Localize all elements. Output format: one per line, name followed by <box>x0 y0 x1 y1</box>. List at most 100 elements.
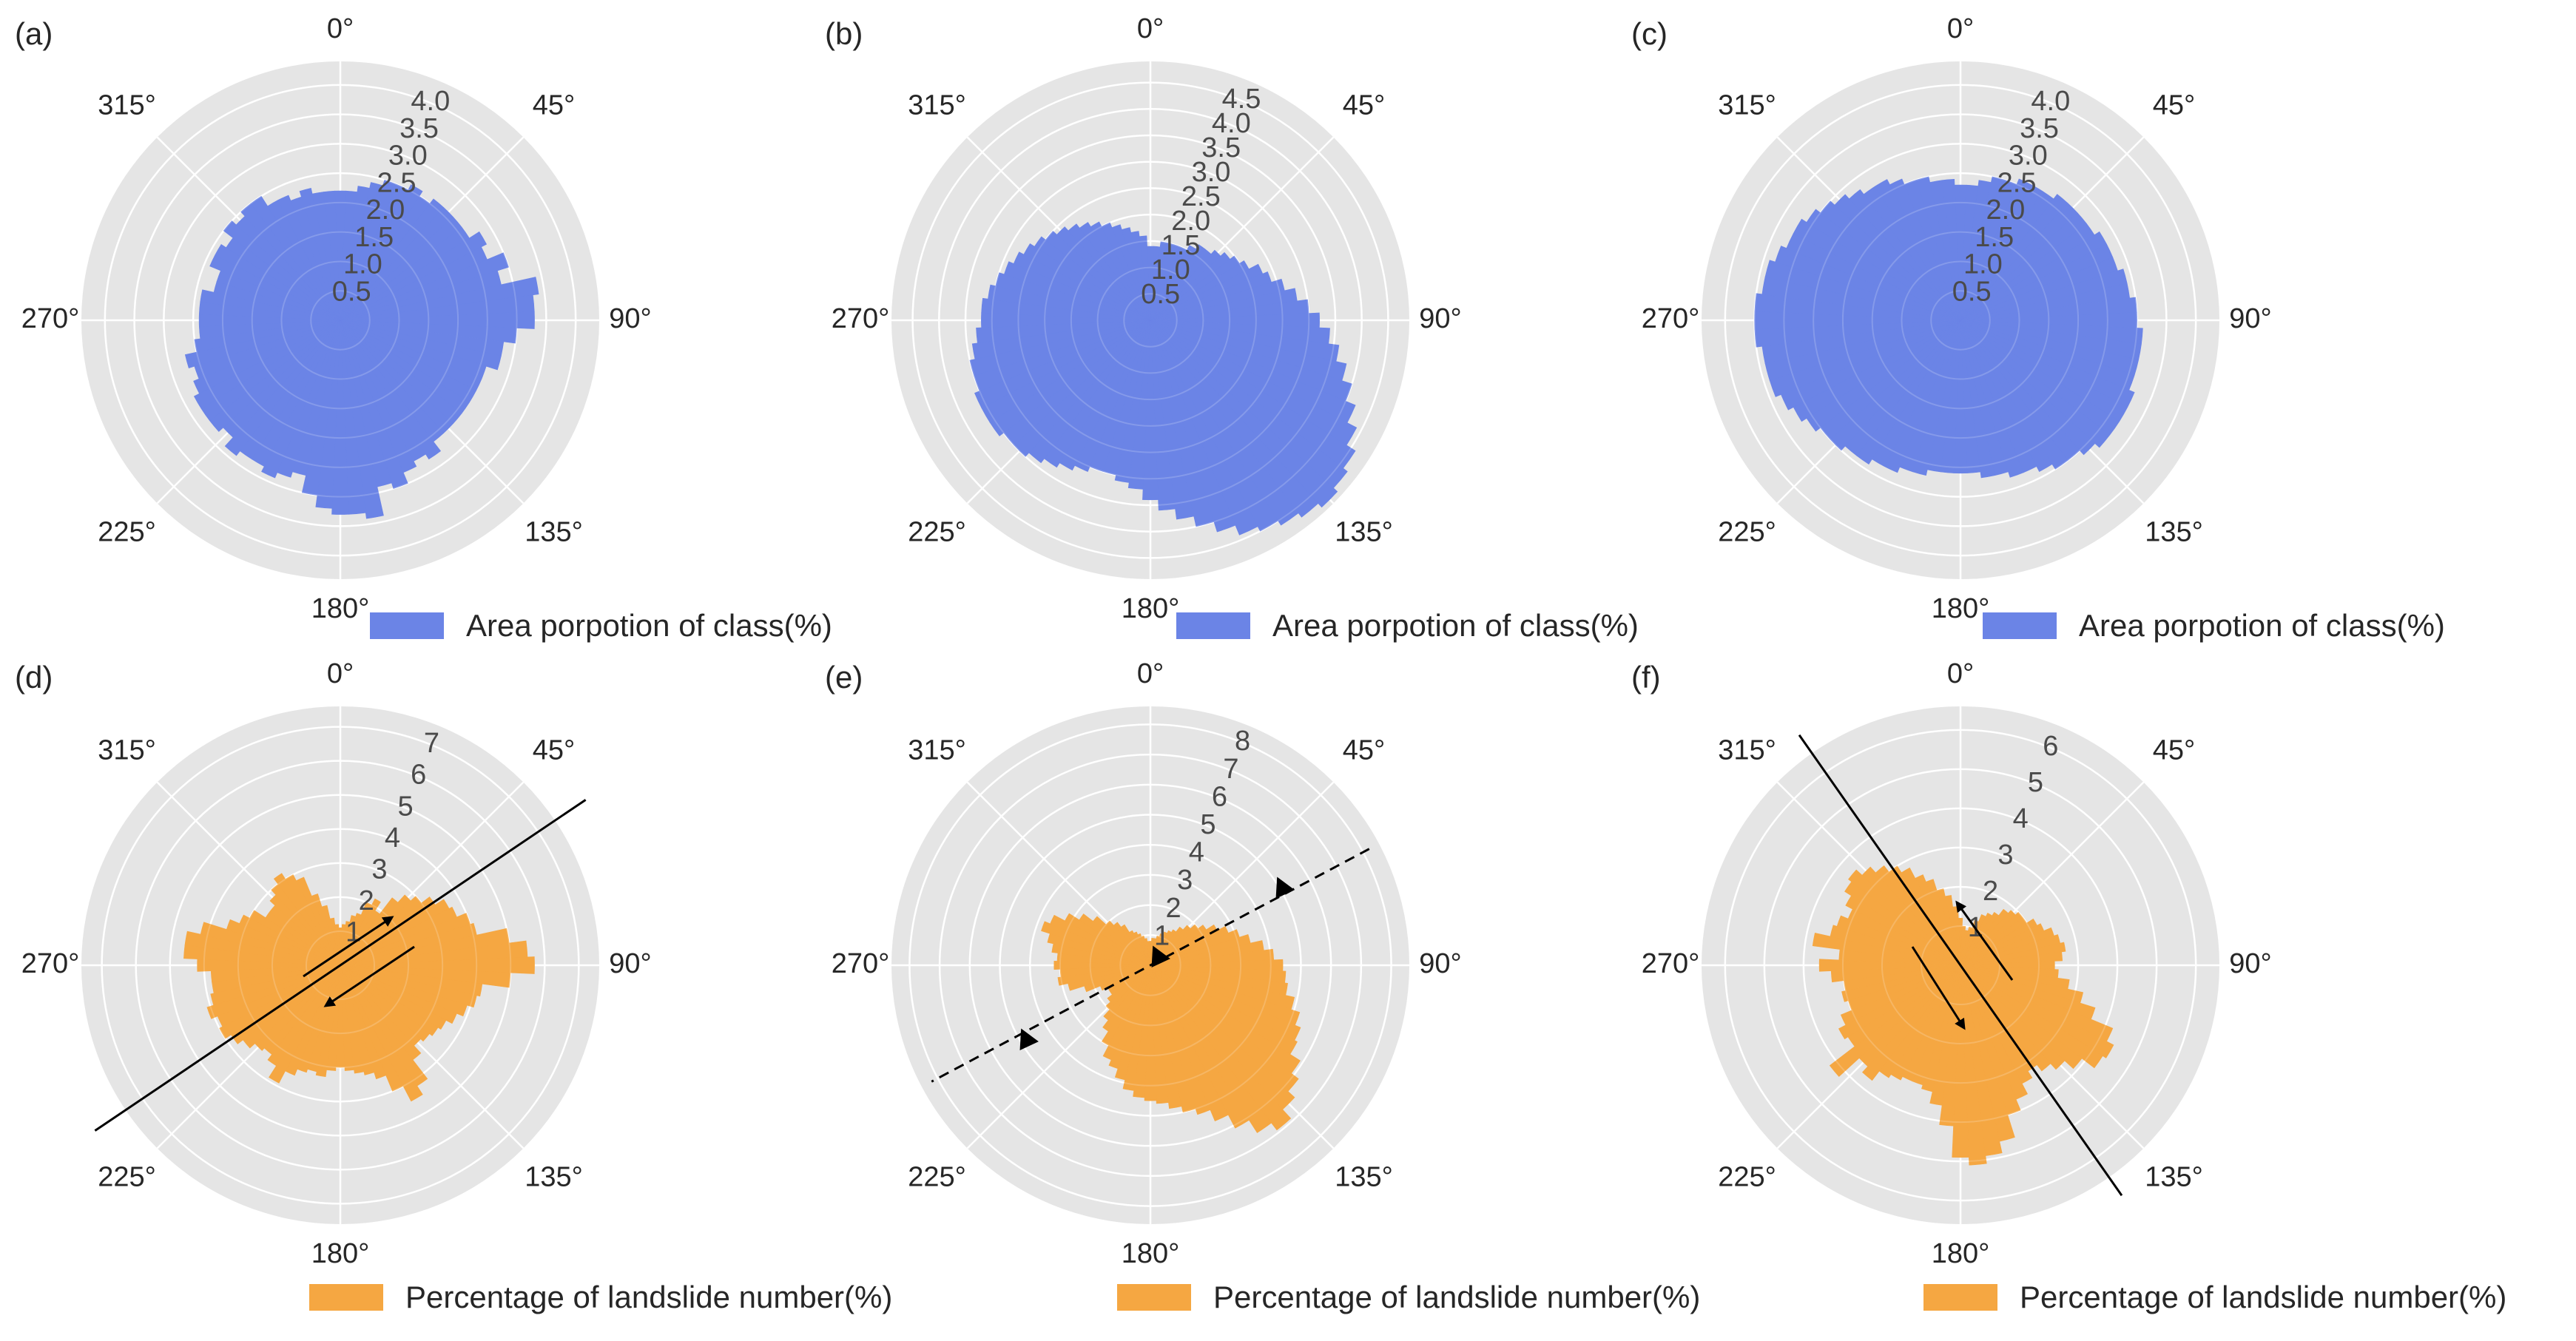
polar-bar <box>1936 888 1961 966</box>
polar-bar <box>1141 935 1151 966</box>
angle-tick-label: 135° <box>2145 517 2203 548</box>
polar-bar <box>1103 965 1151 1021</box>
angle-tick-label: 180° <box>1122 1238 1180 1269</box>
legend-swatch <box>1117 1284 1191 1311</box>
radial-gridline-overlay <box>1724 729 2197 1202</box>
polar-bar <box>1915 176 1961 321</box>
legend-swatch <box>370 612 444 639</box>
radial-tick-label: 2.0 <box>1986 195 2025 226</box>
polar-bar <box>334 924 341 966</box>
polar-bar <box>340 184 423 321</box>
radial-gridline-overlay <box>101 726 580 1205</box>
polar-bar <box>1093 916 1151 966</box>
polar-bar <box>285 874 341 966</box>
polar-panels: 0.51.01.52.02.53.03.54.00°45°90°135°180°… <box>15 13 2506 1314</box>
fault-line <box>1798 734 2123 1197</box>
radial-tick-label: 8 <box>1235 726 1250 757</box>
radial-gridline-overlay <box>968 783 1332 1147</box>
polar-bar <box>299 188 341 321</box>
shear-arrow <box>1955 900 2014 981</box>
polar-bar <box>340 965 468 1017</box>
angle-tick-label: 180° <box>1932 1238 1990 1269</box>
polar-bar <box>1960 320 2053 473</box>
polar-bar <box>1057 965 1151 986</box>
legend-label: Percentage of landslide number(%) <box>2020 1280 2506 1314</box>
polar-bar <box>1150 320 1279 532</box>
polar-bar <box>1013 251 1151 321</box>
angle-tick-label: 0° <box>1137 13 1164 44</box>
polar-bar <box>1111 224 1151 321</box>
polar-bar <box>1150 965 1292 1131</box>
polar-bar <box>1137 933 1151 966</box>
polar-bar <box>1079 913 1151 966</box>
polar-bar <box>340 965 439 1036</box>
polar-bar <box>1820 200 1961 321</box>
polar-bar <box>340 320 408 489</box>
legend: Area porpotion of class(%) <box>370 608 832 643</box>
angle-tick-label: 45° <box>533 90 575 121</box>
polar-bar <box>1034 236 1151 321</box>
legend: Area porpotion of class(%) <box>1983 608 2445 643</box>
angle-tick-label: 225° <box>98 517 156 548</box>
polar-bar <box>1960 320 2024 478</box>
radial-tick-label: 4 <box>2013 803 2029 834</box>
polar-bar <box>340 956 535 974</box>
polar-bar <box>1901 867 1961 966</box>
polar-bar <box>206 965 341 1019</box>
shear-arrow <box>323 945 415 1007</box>
radial-tick-label: 7 <box>424 728 439 759</box>
angle-tick-label: 180° <box>311 593 370 624</box>
radial-tick-label: 1.5 <box>354 222 394 253</box>
polar-bar <box>340 965 387 1080</box>
radial-tick-label: 3.0 <box>2009 141 2048 172</box>
polar-bar <box>1960 965 2083 1070</box>
polar-bar <box>1101 965 1151 1046</box>
radial-tick-label: 2.5 <box>377 167 417 198</box>
angle-tick-label: 315° <box>908 735 966 766</box>
angle-tick-label: 315° <box>98 735 156 766</box>
polar-bar <box>1150 965 1169 1104</box>
polar-bar <box>1150 965 1229 1121</box>
angle-tick-label: 270° <box>1642 948 1700 979</box>
angle-tick-label: 45° <box>2153 735 2195 766</box>
radial-gridline-overlay <box>163 143 518 498</box>
polar-bar <box>1150 320 1195 520</box>
radial-tick-label: 3.5 <box>399 113 439 144</box>
angle-tick-label: 270° <box>21 948 80 979</box>
radial-tick-label: 0.5 <box>332 276 371 307</box>
radial-tick-label: 1 <box>1154 920 1170 951</box>
radial-tick-label: 5 <box>1200 809 1215 840</box>
polar-panel-4: 12345670°45°90°135°180°225°270°315°(d)Pe… <box>15 658 892 1314</box>
polar-bar <box>1150 320 1236 533</box>
polar-bar <box>1150 965 1196 1113</box>
polar-bar <box>340 965 447 1030</box>
radial-tick-label: 1.5 <box>1161 230 1201 261</box>
panel-label: (b) <box>825 16 863 51</box>
radial-gridline-overlay <box>938 108 1363 533</box>
polar-bar <box>1150 320 1258 536</box>
polar-bar <box>340 965 477 1008</box>
polar-panel-3: 0.51.01.52.02.53.03.54.0 0° 45° 90° 135° 180°… <box>1631 13 2445 643</box>
radial-gridline-overlay <box>221 201 459 439</box>
angle-tick-label: 90° <box>609 948 651 979</box>
angle-tick-label: 225° <box>1718 1162 1776 1193</box>
polar-bar <box>1113 922 1151 966</box>
polar-bar <box>1941 178 1961 321</box>
angle-tick-label: 315° <box>1718 735 1776 766</box>
polar-bar <box>1960 320 2096 456</box>
polar-bar <box>1848 869 1961 966</box>
radial-gridline-overlay <box>939 754 1362 1177</box>
polar-bar <box>1875 865 1961 966</box>
radial-tick-label: 2.0 <box>365 195 405 226</box>
polar-bar <box>1056 226 1151 321</box>
polar-bar <box>1150 320 1338 508</box>
polar-bar <box>340 277 539 321</box>
polar-bar <box>1065 913 1151 966</box>
radial-tick-label: 4 <box>1189 837 1204 868</box>
radial-gridline-overlay <box>135 760 546 1171</box>
radial-gridline-overlay <box>1901 260 2020 380</box>
polar-bar <box>340 231 488 321</box>
polar-bar <box>1829 965 1961 1077</box>
polar-bar <box>1793 218 1961 321</box>
polar-bar <box>193 320 341 394</box>
